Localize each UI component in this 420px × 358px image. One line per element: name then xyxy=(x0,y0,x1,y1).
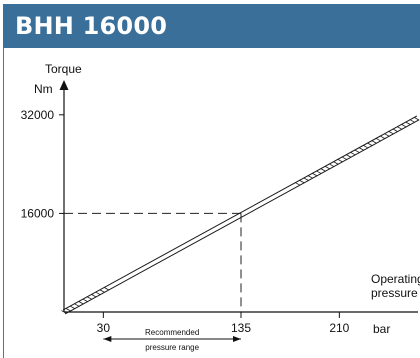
series-hatch xyxy=(333,161,339,165)
series-hatch xyxy=(409,119,416,123)
series-hatch xyxy=(86,296,93,300)
series-hatch xyxy=(307,175,314,179)
series-hatch xyxy=(392,128,399,133)
y-axis-title-line2: Nm xyxy=(34,82,53,96)
y-axis-title-line1: Torque xyxy=(45,62,82,76)
series-hatch xyxy=(413,116,420,121)
series-hatch xyxy=(103,286,110,291)
y-tick-label: 16000 xyxy=(21,206,55,220)
x-axis-title-line1: Operating xyxy=(371,272,420,286)
series-hatch xyxy=(316,170,322,175)
series-hatch xyxy=(320,168,326,172)
series-hatch xyxy=(65,307,72,312)
series-hatch xyxy=(401,123,407,128)
series-hatch xyxy=(78,300,84,305)
x-tick-label: 135 xyxy=(231,321,251,335)
series-hatch xyxy=(396,126,403,130)
chart-title: BHH 16000 xyxy=(15,12,168,40)
series-hatch xyxy=(61,310,67,314)
y-axis-arrow xyxy=(59,80,69,90)
x-tick-label: 30 xyxy=(97,321,111,335)
range-arrow-left xyxy=(103,336,112,342)
series-hatch xyxy=(350,151,356,156)
series-hatch xyxy=(90,293,97,298)
chart-panel xyxy=(3,48,420,358)
x-tick-label: 210 xyxy=(329,321,349,335)
series-edge-upper xyxy=(64,119,420,315)
y-tick-label: 32000 xyxy=(21,108,55,122)
series-layer xyxy=(61,115,420,315)
series-hatch xyxy=(73,303,80,307)
series-hatch xyxy=(371,140,377,144)
series-edge-lower xyxy=(62,115,418,311)
header-bar: BHH 16000 xyxy=(3,4,420,48)
reference-lines xyxy=(64,212,242,312)
series-hatch xyxy=(388,130,394,135)
series-hatch xyxy=(341,156,348,161)
torque-series xyxy=(61,115,420,315)
series-hatch xyxy=(354,149,360,154)
recommended-range: Recommended pressure range xyxy=(103,328,241,352)
series-hatch xyxy=(324,165,331,170)
y-ticks: 16000 32000 xyxy=(21,108,64,220)
series-hatch xyxy=(69,305,76,310)
series-hatch xyxy=(384,133,390,137)
range-arrow-right xyxy=(233,336,241,342)
series-hatch xyxy=(362,144,369,149)
series-hatch xyxy=(358,147,365,151)
series-hatch xyxy=(99,289,105,293)
series-hatch xyxy=(311,172,318,177)
series-hatch xyxy=(379,135,386,140)
series-hatch xyxy=(375,137,382,142)
series-hatch xyxy=(328,163,335,168)
series-hatch xyxy=(299,179,305,184)
x-ticks: 30 135 210 xyxy=(97,312,350,335)
series-hatch xyxy=(345,154,352,158)
series-hatch xyxy=(405,121,411,126)
series-hatch xyxy=(82,298,88,303)
series-hatch xyxy=(303,177,309,182)
series-hatch xyxy=(294,182,301,186)
series-hatch xyxy=(337,158,343,163)
series-hatch xyxy=(367,142,373,147)
x-axis-unit: bar xyxy=(373,322,390,336)
range-label-line2: pressure range xyxy=(145,343,199,352)
range-label-line1: Recommended xyxy=(145,328,199,337)
series-hatch xyxy=(95,291,101,296)
x-axis-title-line2: pressure xyxy=(371,286,418,300)
